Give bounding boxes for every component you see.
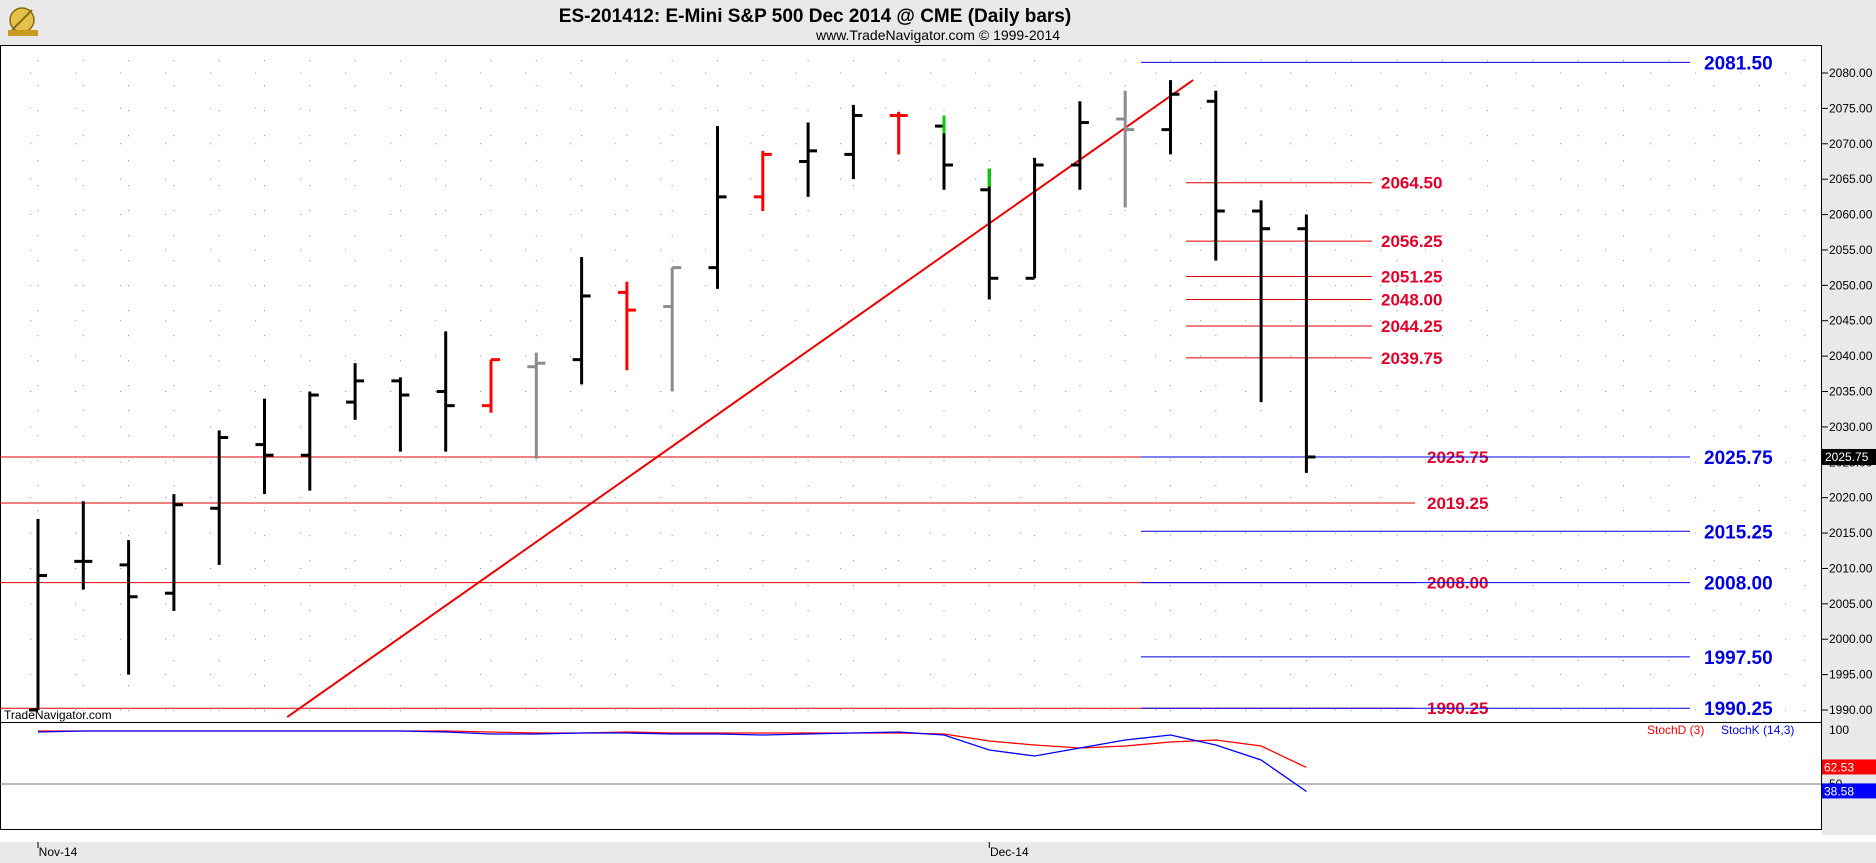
stoch-k-line: [37, 730, 1307, 792]
tradenavigator-logo: [8, 7, 38, 36]
y-tick-label: 2050.00: [1829, 278, 1873, 292]
ohlc-bar: [844, 104, 863, 180]
y-tick-label: 2070.00: [1829, 137, 1873, 151]
stoch-d-legend: StochD (3): [1647, 723, 1704, 737]
header-bar: [0, 0, 1876, 45]
ohlc-bar: [300, 391, 319, 491]
red-short-level-label: 2044.25: [1381, 317, 1442, 336]
y-tick-label: 2015.00: [1829, 526, 1873, 540]
stoch-k-value: 38.58: [1824, 784, 1854, 798]
ohlc-bar: [436, 331, 455, 452]
y-tick-label: 2080.00: [1829, 66, 1873, 80]
trendline-layer: [286, 79, 1194, 718]
stoch-d-value-box: [1822, 759, 1876, 775]
trendline: [286, 79, 1194, 718]
stoch-tick-100: 100: [1829, 723, 1849, 737]
ohlc-bar: [889, 111, 908, 155]
level-lines: 2025.75 2019.25 2008.00 1990.25 2064.50 2056.…: [0, 53, 1773, 720]
ohlc-bar: [617, 281, 636, 371]
ohlc-bar: [391, 377, 410, 452]
watermark: TradeNavigator.com: [4, 708, 112, 722]
ohlc-bar: [210, 430, 229, 565]
chart-title: ES-201412: E-Mini S&P 500 Dec 2014 @ CME…: [559, 6, 1071, 27]
stoch-pane-border: [0, 722, 1822, 830]
y-tick-label: 2000.00: [1829, 632, 1873, 646]
blue-level-label: 2015.25: [1704, 522, 1773, 543]
ohlc-bar: [255, 398, 274, 495]
ohlc-bar: [1025, 157, 1044, 280]
stoch-k-legend: StochK (14,3): [1721, 723, 1794, 737]
x-tick-label: Dec-14: [990, 845, 1029, 859]
y-tick-label: 2035.00: [1829, 385, 1873, 399]
red-short-level-label: 2048.00: [1381, 290, 1442, 309]
ohlc-bar: [1297, 214, 1316, 473]
ohlc-bar: [164, 494, 183, 611]
ohlc-bar: [708, 126, 727, 289]
stoch-d-value: 62.53: [1824, 760, 1854, 774]
ohlc-bar: [119, 540, 138, 675]
ohlc-bar: [799, 122, 818, 197]
blue-level-label: 1997.50: [1704, 648, 1773, 669]
price-axis: 2080.00 2075.00 2070.00 2065.00 2060.00 2055.…: [1822, 66, 1876, 717]
last-price-label: 2025.75: [1825, 450, 1869, 464]
date-axis: Nov-14 Dec-14: [37, 842, 1029, 859]
red-short-level-label: 2064.50: [1381, 174, 1442, 193]
red-level-label: 2019.25: [1427, 494, 1488, 513]
ohlc-bar: [29, 518, 47, 712]
ohlc-bar: [663, 266, 682, 392]
ohlc-bar: [74, 501, 93, 590]
right-axis-panel: [1822, 45, 1876, 835]
bottom-axis-panel: [0, 842, 1876, 863]
y-tick-label: 2065.00: [1829, 172, 1873, 186]
y-tick-label: 2040.00: [1829, 349, 1873, 363]
ohlc-bar: [1161, 80, 1180, 155]
last-price-box: [1822, 448, 1876, 465]
ohlc-bar: [1116, 90, 1135, 208]
price-bars: [29, 80, 1316, 712]
red-short-level-label: 2039.75: [1381, 349, 1442, 368]
blue-level-label: 1990.25: [1704, 699, 1773, 720]
x-tick-label: Nov-14: [39, 845, 78, 859]
red-short-level-label: 2056.25: [1381, 232, 1442, 251]
y-tick-label: 1995.00: [1829, 668, 1873, 682]
ohlc-bar: [1206, 90, 1225, 261]
ohlc-bar: [1070, 101, 1089, 190]
ohlc-bar: [1252, 200, 1271, 403]
ohlc-bar: [980, 168, 999, 300]
y-tick-label: 2005.00: [1829, 597, 1873, 611]
y-tick-label: 2075.00: [1829, 101, 1873, 115]
chart-subtitle: www.TradeNavigator.com © 1999-2014: [815, 27, 1060, 43]
y-tick-label: 2045.00: [1829, 314, 1873, 328]
ohlc-bar: [482, 358, 500, 413]
blue-level-label: 2025.75: [1704, 448, 1773, 469]
blue-level-label: 2008.00: [1704, 574, 1773, 595]
stoch-k-value-box: [1822, 783, 1876, 799]
y-tick-label: 2020.00: [1829, 491, 1873, 505]
ohlc-bar: [346, 363, 365, 420]
red-short-level-label: 2051.25: [1381, 267, 1442, 286]
y-tick-label: 2030.00: [1829, 420, 1873, 434]
blue-level-label: 2081.50: [1704, 53, 1773, 74]
y-tick-label: 2060.00: [1829, 208, 1873, 222]
ohlc-bar: [572, 257, 591, 385]
ohlc-bar: [527, 352, 546, 459]
ohlc-bar: [935, 115, 953, 190]
y-tick-label: 2055.00: [1829, 243, 1873, 257]
y-tick-label: 1990.00: [1829, 703, 1873, 717]
ohlc-bar: [753, 150, 772, 212]
y-tick-label: 2010.00: [1829, 561, 1873, 575]
